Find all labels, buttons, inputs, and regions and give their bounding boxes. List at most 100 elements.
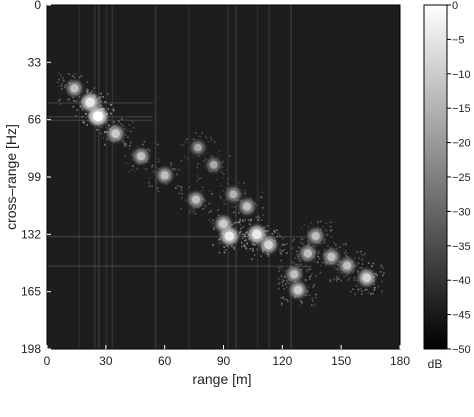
speckle-pixel — [134, 171, 137, 173]
speckle-pixel — [230, 178, 233, 180]
speckle-pixel — [312, 300, 314, 302]
speckle-pixel — [234, 206, 236, 209]
speckle-pixel — [295, 253, 298, 256]
speckle-pixel — [132, 151, 135, 153]
speckle-pixel — [284, 270, 287, 272]
speckle-pixel — [78, 96, 81, 98]
speckle-pixel — [148, 181, 150, 184]
speckle-pixel — [354, 257, 356, 259]
speckle-pixel — [318, 249, 320, 252]
speckle-pixel — [180, 189, 182, 192]
speckle-pixel — [252, 248, 254, 250]
speckle-pixel — [107, 108, 110, 110]
speckle-pixel — [247, 219, 250, 221]
speckle-pixel — [198, 177, 201, 180]
speckle-pixel — [291, 261, 293, 264]
speckle-pixel — [238, 233, 241, 236]
scatterer-point — [93, 111, 103, 122]
speckle-pixel — [275, 229, 278, 231]
x-axis-ticks: 0 30 60 90 120 150 180 — [44, 345, 410, 368]
speckle-pixel — [314, 249, 316, 252]
speckle-pixel — [81, 108, 84, 111]
speckle-pixel — [205, 206, 207, 208]
speckle-pixel — [339, 274, 341, 277]
scatterer-point — [209, 161, 218, 169]
speckle-pixel — [256, 204, 258, 207]
speckle-pixel — [313, 256, 316, 259]
speckle-pixel — [313, 260, 316, 263]
speckle-pixel — [324, 250, 326, 252]
speckle-pixel — [192, 156, 195, 159]
y-tick-label: 33 — [28, 55, 42, 69]
colorbar-tick-label: 0 — [452, 0, 458, 12]
speckle-pixel — [300, 263, 302, 265]
speckle-pixel — [99, 132, 102, 135]
speckle-pixel — [371, 265, 373, 267]
speckle-pixel — [281, 274, 283, 276]
colorbar-tick-label: −20 — [452, 138, 471, 150]
speckle-pixel — [301, 301, 303, 304]
colorbar-ticks: 0 −5 −10 −15 −20 −25 −30 −35 −40 −45 −50 — [447, 0, 471, 356]
speckle-pixel — [352, 288, 354, 290]
speckle-pixel — [218, 214, 220, 217]
scatterer-point — [343, 261, 352, 270]
speckle-pixel — [329, 221, 332, 224]
speckle-pixel — [149, 149, 151, 152]
scatterer-point — [70, 84, 79, 93]
speckle-pixel — [196, 166, 199, 169]
speckle-pixel — [210, 210, 212, 212]
speckle-pixel — [104, 101, 106, 103]
speckle-pixel — [298, 246, 300, 249]
speckle-pixel — [337, 271, 340, 274]
speckle-pixel — [86, 91, 89, 94]
speckle-pixel — [360, 250, 362, 253]
speckle-pixel — [96, 128, 98, 131]
colorbar-tick-label: −45 — [452, 310, 471, 322]
scatterer-point — [362, 273, 372, 283]
speckle-pixel — [299, 304, 302, 307]
speckle-pixel — [133, 126, 135, 129]
speckle-pixel — [281, 250, 284, 253]
speckle-pixel — [200, 177, 202, 179]
scatterer-point — [111, 129, 120, 138]
speckle-pixel — [353, 277, 356, 279]
speckle-pixel — [238, 212, 240, 214]
speckle-pixel — [229, 175, 231, 177]
speckle-pixel — [370, 293, 372, 295]
speckle-pixel — [86, 88, 88, 91]
speckle-pixel — [213, 228, 215, 230]
speckle-pixel — [277, 232, 280, 235]
speckle-pixel — [279, 249, 281, 251]
speckle-pixel — [130, 152, 133, 155]
speckle-pixel — [143, 167, 146, 170]
speckle-pixel — [187, 157, 190, 159]
speckle-pixel — [242, 220, 244, 222]
speckle-pixel — [200, 164, 202, 166]
speckle-pixel — [189, 209, 192, 211]
speckle-pixel — [80, 75, 83, 77]
speckle-pixel — [357, 288, 360, 291]
speckle-pixel — [74, 73, 77, 75]
speckle-pixel — [238, 182, 240, 185]
speckle-pixel — [199, 135, 202, 138]
speckle-pixel — [60, 83, 63, 85]
speckle-pixel — [219, 162, 222, 164]
speckle-pixel — [182, 157, 184, 160]
speckle-pixel — [148, 177, 150, 180]
speckle-pixel — [127, 136, 129, 139]
vertical-sidelobe-streak — [105, 5, 108, 349]
speckle-pixel — [333, 242, 336, 244]
speckle-pixel — [287, 282, 290, 285]
speckle-pixel — [337, 260, 340, 262]
speckle-pixel — [124, 155, 127, 157]
speckle-pixel — [113, 121, 115, 123]
speckle-pixel — [71, 75, 74, 77]
speckle-pixel — [154, 179, 157, 181]
speckle-pixel — [364, 289, 366, 291]
speckle-pixel — [207, 141, 210, 143]
speckle-pixel — [361, 258, 364, 261]
speckle-pixel — [283, 244, 286, 246]
vertical-sidelobe-streak — [111, 5, 114, 349]
colorbar-tick-label: −50 — [452, 344, 471, 356]
speckle-pixel — [328, 249, 331, 251]
